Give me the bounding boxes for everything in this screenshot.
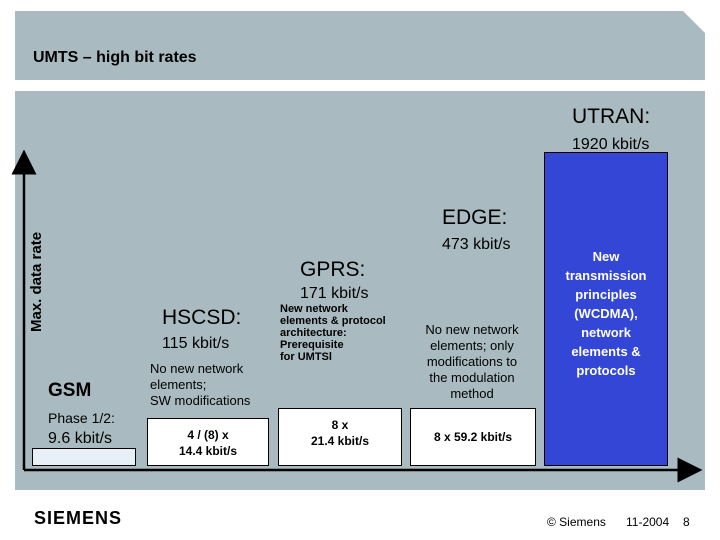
bar-hscsd: 4 / (8) x 14.4 kbit/s bbox=[147, 418, 269, 466]
bar-label: 8 x 59.2 kbit/s bbox=[433, 430, 513, 444]
tech-phase: Phase 1/2: bbox=[48, 410, 115, 426]
bar-utran: New transmission principles (WCDMA), network… bbox=[544, 152, 668, 466]
tech-rate: 9.6 kbit/s bbox=[48, 430, 113, 447]
tech-name: UTRAN: bbox=[572, 105, 651, 128]
tech-rate: 115 kbit/s bbox=[162, 335, 230, 352]
tech-rate: 473 kbit/s bbox=[442, 236, 511, 253]
footer-date: 11-2004 bbox=[626, 515, 670, 529]
copyright: © Siemens bbox=[547, 515, 606, 529]
bar-gprs: 8 x 21.4 kbit/s bbox=[278, 408, 402, 466]
tech-rate: 1920 kbit/s bbox=[572, 136, 650, 153]
header-banner: UMTS – high bit rates bbox=[15, 11, 705, 80]
tech-name: GPRS: bbox=[300, 258, 366, 281]
y-axis-label: Max. data rate bbox=[28, 231, 45, 332]
bar-label: 8 x 21.4 kbit/s bbox=[310, 418, 370, 448]
bar-edge: 8 x 59.2 kbit/s bbox=[410, 408, 536, 466]
bar-label: 4 / (8) x 14.4 kbit/s bbox=[178, 428, 238, 458]
tech-note: No new network elements; only modification… bbox=[425, 322, 519, 401]
page-number: 8 bbox=[683, 515, 690, 529]
bar-gsm bbox=[32, 448, 136, 466]
siemens-logo: SIEMENS bbox=[34, 508, 123, 528]
tech-rate: 171 kbit/s bbox=[300, 285, 369, 302]
tech-note: New network elements & protocol architectu… bbox=[280, 303, 386, 363]
tech-name: GSM bbox=[48, 380, 92, 401]
page-title: UMTS – high bit rates bbox=[33, 49, 197, 66]
tech-name: EDGE: bbox=[442, 206, 508, 229]
tech-note: No new network elements; SW modifications bbox=[150, 361, 251, 408]
bar-label: New transmission principles (WCDMA), network… bbox=[565, 249, 647, 378]
header-corner bbox=[683, 11, 705, 33]
tech-name: HSCSD: bbox=[162, 306, 242, 329]
